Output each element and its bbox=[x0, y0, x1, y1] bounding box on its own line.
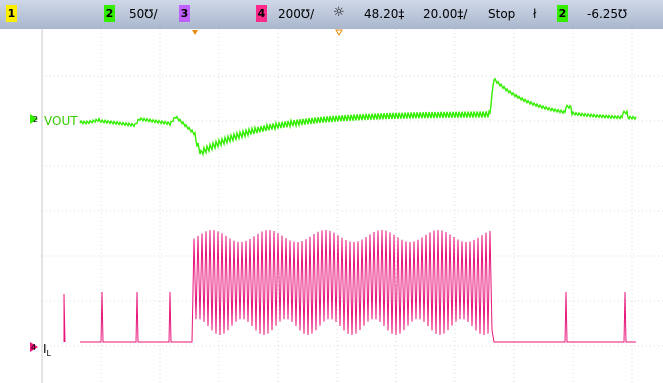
timebase-scale[interactable]: 20.00‡/ bbox=[423, 7, 468, 21]
il-trace bbox=[63, 229, 636, 343]
il-marker-number: 4 bbox=[31, 343, 36, 352]
trigger-level[interactable]: -6.25℧ bbox=[587, 7, 628, 21]
trigger-edge-icon[interactable]: ł bbox=[533, 7, 537, 21]
trigger-delay[interactable]: 48.20‡ bbox=[364, 7, 405, 21]
channel-1-indicator[interactable]: 1 bbox=[6, 5, 17, 22]
intensity-icon[interactable]: ☼ bbox=[333, 5, 345, 20]
waveform-graticule: 2 VOUT 4 IL bbox=[30, 29, 663, 383]
channel-2-indicator[interactable]: 2 bbox=[104, 5, 115, 22]
run-state[interactable]: Stop bbox=[488, 7, 516, 21]
trigger-source-indicator[interactable]: 2 bbox=[557, 5, 568, 22]
waveform-display: 2 VOUT 4 IL bbox=[0, 29, 663, 383]
vout-marker-number: 2 bbox=[33, 115, 38, 124]
channel-2-ground-marker[interactable] bbox=[30, 114, 38, 124]
channel-4-scale[interactable]: 200℧/ bbox=[278, 7, 315, 21]
channel-2-scale[interactable]: 50℧/ bbox=[129, 7, 158, 21]
trigger-position-marker bbox=[335, 29, 343, 36]
il-label: IL bbox=[43, 342, 52, 358]
channel-3-indicator[interactable]: 3 bbox=[179, 5, 190, 22]
vout-trace bbox=[79, 77, 637, 157]
channel-4-ground-marker[interactable] bbox=[30, 342, 38, 352]
time-reference-marker bbox=[192, 30, 198, 35]
scope-toolbar: 1 2 50℧/ 3 4 200℧/ ☼ 48.20‡ 20.00‡/ Stop… bbox=[0, 0, 663, 30]
channel-4-indicator[interactable]: 4 bbox=[256, 5, 267, 22]
vout-label: VOUT bbox=[44, 114, 78, 128]
